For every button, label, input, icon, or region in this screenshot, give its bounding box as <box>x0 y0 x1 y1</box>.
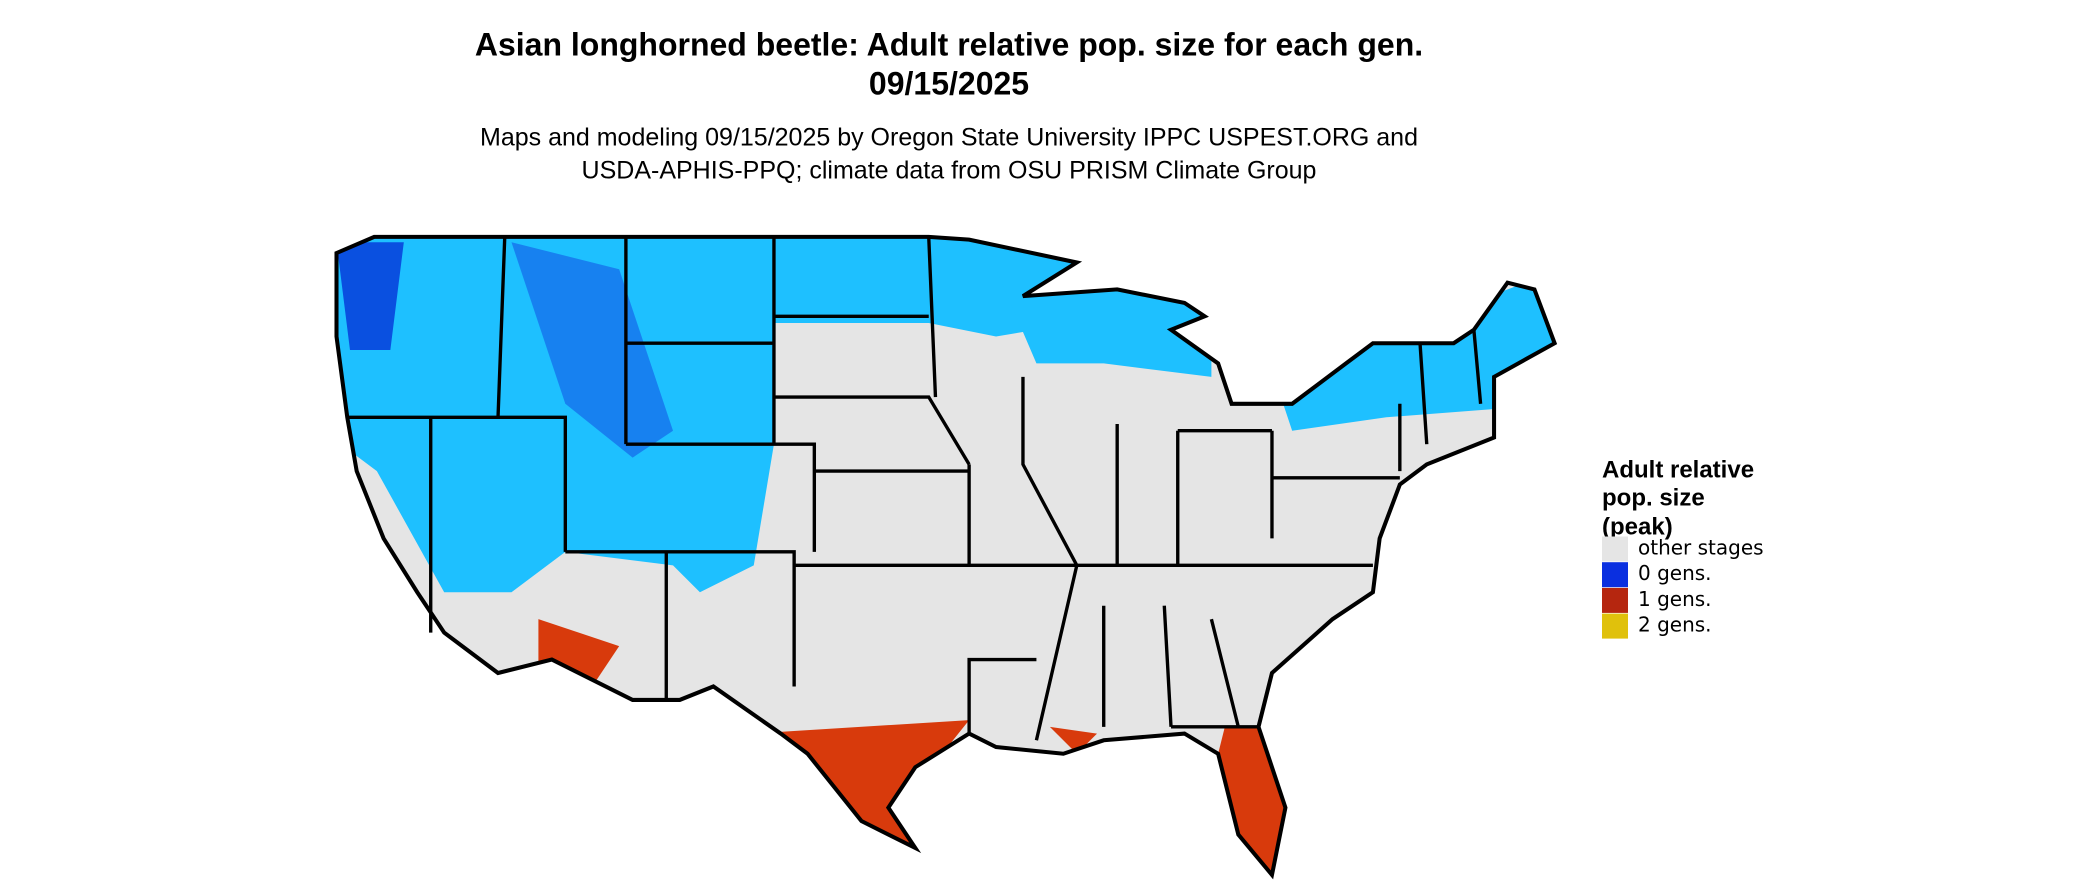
legend-swatch <box>1602 587 1628 613</box>
legend-title: pop. size <box>1602 484 1705 511</box>
map-title: Asian longhorned beetle: Adult relative … <box>475 26 1423 62</box>
legend-title: Adult relative <box>1602 456 1754 483</box>
subtitle: Maps and modeling 09/15/2025 by Oregon S… <box>480 124 1418 152</box>
subtitle: USDA-APHIS-PPQ; climate data from OSU PR… <box>582 157 1317 185</box>
map-date: 09/15/2025 <box>869 65 1029 101</box>
us-map <box>323 215 1575 888</box>
legend-swatch <box>1602 536 1628 562</box>
legend-label: 0 gens. <box>1638 561 1712 585</box>
legend-label: 2 gens. <box>1638 613 1712 637</box>
legend-title: (peak) <box>1602 513 1673 540</box>
legend-label: 1 gens. <box>1638 587 1712 611</box>
legend-label: other stages <box>1638 536 1764 560</box>
legend-swatch <box>1602 562 1628 588</box>
legend-swatch <box>1602 613 1628 639</box>
